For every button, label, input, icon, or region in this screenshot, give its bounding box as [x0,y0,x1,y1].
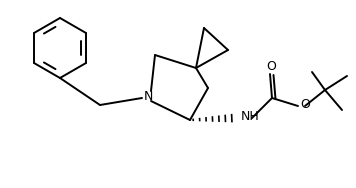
Text: NH: NH [241,111,260,124]
Text: O: O [266,61,276,74]
Text: O: O [300,99,310,111]
Text: N: N [143,89,153,102]
